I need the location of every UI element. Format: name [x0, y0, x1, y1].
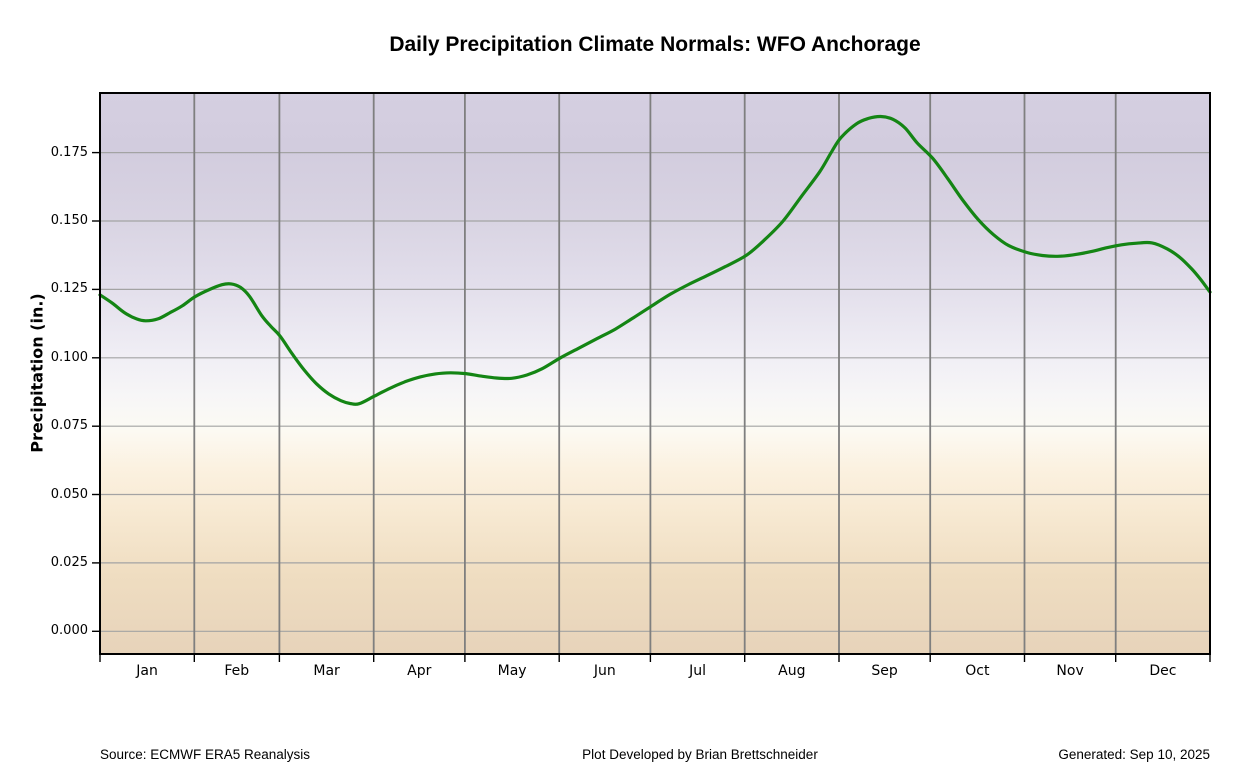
x-tick-label-month: Nov — [1056, 663, 1084, 679]
x-tick-label-month: Jun — [593, 663, 616, 679]
x-tick-label-month: May — [497, 663, 527, 679]
x-tick-label-month: Jan — [136, 663, 158, 679]
y-tick-label: 0.175 — [50, 144, 88, 160]
x-tick-label-month: Apr — [407, 663, 432, 679]
y-tick-label: 0.075 — [50, 418, 88, 434]
chart-title: Daily Precipitation Climate Normals: WFO… — [389, 33, 921, 56]
y-tick-label: 0.150 — [50, 213, 88, 228]
x-tick-label-month: Sep — [871, 663, 898, 679]
y-tick-label: 0.025 — [50, 554, 88, 570]
footer-generated: Generated: Sep 10, 2025 — [1058, 747, 1210, 762]
precipitation-chart — [92, 92, 1212, 662]
precipitation-line — [98, 114, 1212, 406]
y-tick-label: 0.050 — [50, 486, 88, 502]
x-tick-label-month: Mar — [313, 663, 340, 679]
plot-area — [92, 92, 1212, 662]
x-axis-month-labels: Jan Feb Mar Apr May Jun Jul Aug Sep Oct Nov Dec — [100, 654, 1210, 694]
x-tick-label-month: Dec — [1149, 663, 1177, 679]
x-tick-label-month: Oct — [965, 663, 990, 679]
footer-credit: Plot Developed by Brian Brettschneider — [582, 747, 818, 762]
y-tick-label: 0.000 — [50, 623, 88, 639]
y-axis-tick-labels: 0.000 0.025 0.050 0.075 0.100 0.125 0.150 0.175 — [0, 93, 88, 654]
footer-source: Source: ECMWF ERA5 Reanalysis — [100, 747, 311, 762]
plot-background — [100, 93, 1210, 654]
x-tick-label-month: Feb — [224, 663, 250, 679]
x-tick-label-month: Jul — [689, 663, 707, 679]
plot-border — [99, 92, 1211, 655]
y-tick-label: 0.100 — [50, 349, 88, 365]
x-tick-label-month: Aug — [778, 663, 806, 679]
y-tick-label: 0.125 — [50, 281, 88, 297]
